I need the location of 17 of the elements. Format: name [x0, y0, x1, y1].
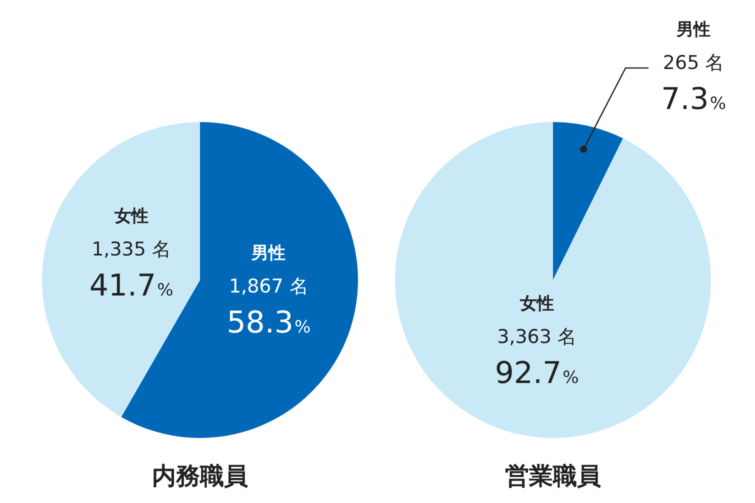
data-label: 1,335 名 [92, 238, 172, 261]
text: 内務職員 [152, 462, 248, 490]
text: 58.3% [226, 305, 311, 340]
text: 営業職員 [505, 462, 601, 490]
text: 7.3% [661, 82, 726, 117]
pie-slice [42, 122, 200, 417]
text: 92.7% [494, 356, 579, 392]
pie-slice [395, 122, 711, 438]
text: 41.7% [89, 268, 174, 304]
slice-label: 女性 [518, 294, 554, 314]
slice-label: 男性 [250, 243, 286, 264]
data-label: 3,363 名 [497, 326, 577, 348]
pie-slice [553, 122, 623, 280]
slice-label: 男性 [676, 20, 711, 40]
slice-label: 女性 [113, 206, 148, 227]
data-label: 1,867 名 [228, 275, 308, 298]
data-label: 265 名 [662, 52, 724, 74]
